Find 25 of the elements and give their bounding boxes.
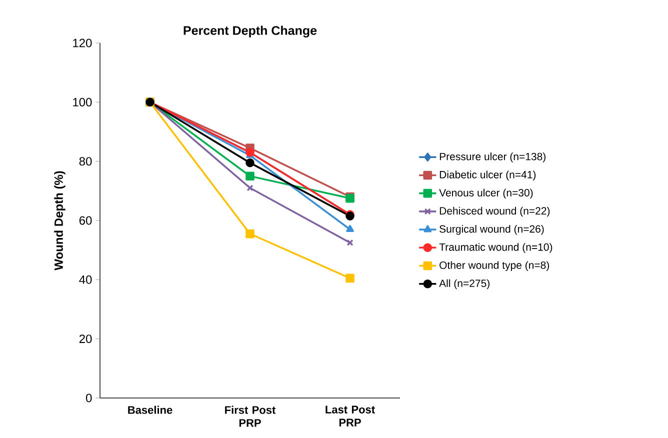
legend-label: Dehisced wound (n=22) <box>440 206 550 217</box>
legend-label: Venous ulcer (n=30) <box>439 188 533 199</box>
y-tick-label: 80 <box>79 157 92 166</box>
y-tick-label: 100 <box>73 98 92 106</box>
legend-label: Other wound type (n=8) <box>440 261 549 271</box>
point <box>246 184 254 192</box>
point <box>246 229 254 238</box>
y-tick-label: 120 <box>73 38 92 48</box>
point <box>246 158 254 168</box>
legend-label: Traumatic wound (n=10) <box>439 243 552 253</box>
point <box>346 274 354 283</box>
legend-label: All (n=275) <box>439 279 490 290</box>
x-tick-label: Baseline <box>128 406 172 414</box>
legend-label: Pressure ulcer (n=138) <box>440 152 546 162</box>
x-tick-label: First Post PRP <box>225 406 276 427</box>
legend-label: Diabetic ulcer (n=41) <box>440 170 536 180</box>
chart-title: Percent Depth Change <box>184 26 317 38</box>
y-tick-label: 40 <box>79 275 92 284</box>
point <box>246 172 254 181</box>
y-tick-label: 20 <box>79 334 92 344</box>
x-tick-label: Last Post PRP <box>326 406 375 426</box>
y-axis-title: Wound Depth (%) <box>54 171 66 270</box>
y-tick-label: 60 <box>79 216 92 225</box>
legend-label: Surgical wound (n=26) <box>440 224 544 235</box>
y-tick-label: 0 <box>86 394 92 402</box>
